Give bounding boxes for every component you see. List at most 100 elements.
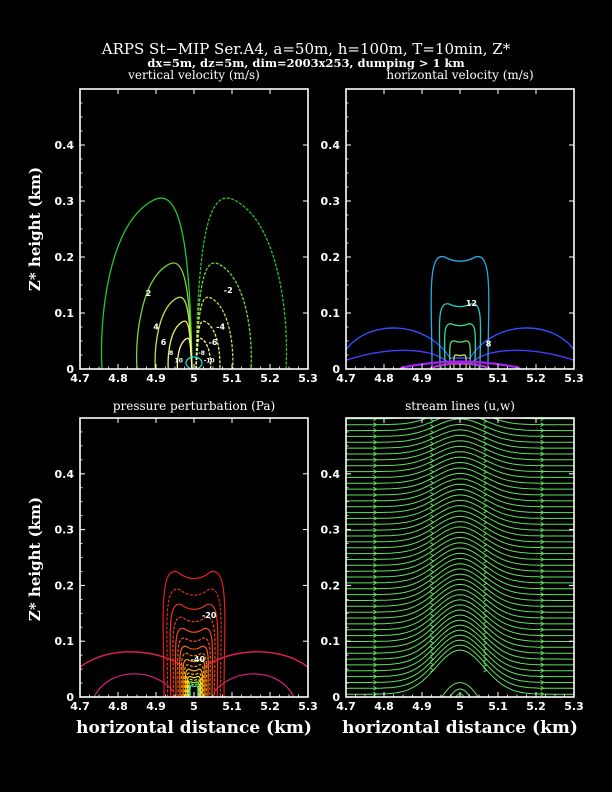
contour-line [430,256,490,369]
streamline-arrow [483,519,488,525]
streamline-arrow [373,469,378,474]
streamline-arrow [373,433,378,439]
streamline-arrow [540,609,545,615]
streamline-arrow [540,674,545,679]
y-tick-label: 0.2 [55,579,75,592]
streamline-arrow [483,463,488,469]
contour-label: 8 [486,339,492,348]
streamline-arrow [430,508,435,514]
streamline-arrow [483,514,488,520]
streamline-arrow [430,619,435,624]
streamline-arrow [540,679,545,685]
streamline-arrow [373,551,378,556]
streamline [346,494,574,519]
streamline [346,510,574,537]
x-tick-label: 5.2 [526,700,546,713]
streamline [346,418,574,432]
y-tick-label: 0.4 [321,468,341,481]
streamline-arrow [373,650,378,656]
y-tick-label: 0 [66,691,74,704]
streamline-arrow [483,613,488,619]
streamline-arrow [483,469,488,475]
streamline-arrow [540,504,545,510]
x-tick-label: 4.7 [70,700,90,713]
streamline-arrow [373,504,378,510]
streamline-arrow [483,547,488,553]
contour-label: -2 [224,286,233,295]
contour-label: 10 [175,358,183,365]
streamline-arrow [540,515,545,521]
streamline-arrow [373,445,378,451]
contour-line [162,571,226,697]
contour-label: -40 [191,655,206,664]
x-tick-label: 5.2 [260,700,280,713]
x-tick-label: 4.9 [146,372,166,385]
contour-line [453,354,467,369]
streamline-arrow [540,603,545,609]
streamline-arrow [540,568,545,574]
streamline-arrow [430,667,435,673]
streamline [346,644,574,689]
streamline-arrow [373,539,378,545]
streamline [346,445,574,467]
streamline-arrow [483,602,488,608]
streamline-arrow [483,424,488,430]
streamline [346,483,574,508]
streamline-arrow [483,619,488,624]
contour-line [180,652,208,697]
streamline-arrow [430,547,435,553]
streamline [346,583,574,619]
streamline-arrow [430,580,435,586]
streamline-arrow [373,574,378,580]
streamline-arrow [430,497,435,503]
streamline-arrow [483,480,488,486]
streamline-arrow [483,491,488,497]
streamline-arrow [540,627,545,633]
streamline-arrow [540,457,545,463]
streamline-arrow [430,480,435,486]
x-tick-label: 4.7 [70,372,90,385]
contour-line [195,197,288,369]
streamline-arrow [483,608,488,614]
streamline [346,639,574,683]
streamline-arrow [430,569,435,575]
contour-line [438,303,482,369]
streamline [346,456,574,478]
streamline-arrow [430,531,435,536]
streamline-arrow [430,525,435,531]
streamline-arrow [483,575,488,581]
streamline [346,472,574,496]
streamline-arrow [373,527,378,533]
streamline-arrow [540,551,545,556]
streamline [346,440,574,461]
streamline-arrow [540,439,545,445]
streamline-arrow [373,633,378,638]
streamline-arrow [373,638,378,644]
streamline-arrow [373,586,378,592]
streamline-arrow [540,644,545,650]
x-tick-label: 5.3 [298,372,318,385]
streamline-arrow [373,621,378,627]
contour-label: 8 [169,350,173,357]
streamline [346,521,574,549]
streamline-arrow [540,597,545,603]
y-tick-label: 0.2 [55,251,75,264]
x-tick-label: 5.3 [564,700,584,713]
streamline-arrow [540,527,545,533]
streamline-arrow [540,685,545,691]
streamline-arrow [540,533,545,539]
streamline-arrow [540,574,545,580]
contour-line [195,262,252,369]
contour-line [166,588,222,697]
streamline-arrow [373,545,378,551]
streamline-arrow [373,422,378,428]
streamline-arrow [483,656,488,662]
streamline-arrow [373,609,378,615]
streamline-arrow [540,433,545,439]
streamline-arrow [540,521,545,527]
contour-line [93,673,175,697]
streamline [346,629,574,672]
contour-line [174,628,214,697]
streamline [346,619,574,660]
y-tick-label: 0.4 [321,139,341,152]
